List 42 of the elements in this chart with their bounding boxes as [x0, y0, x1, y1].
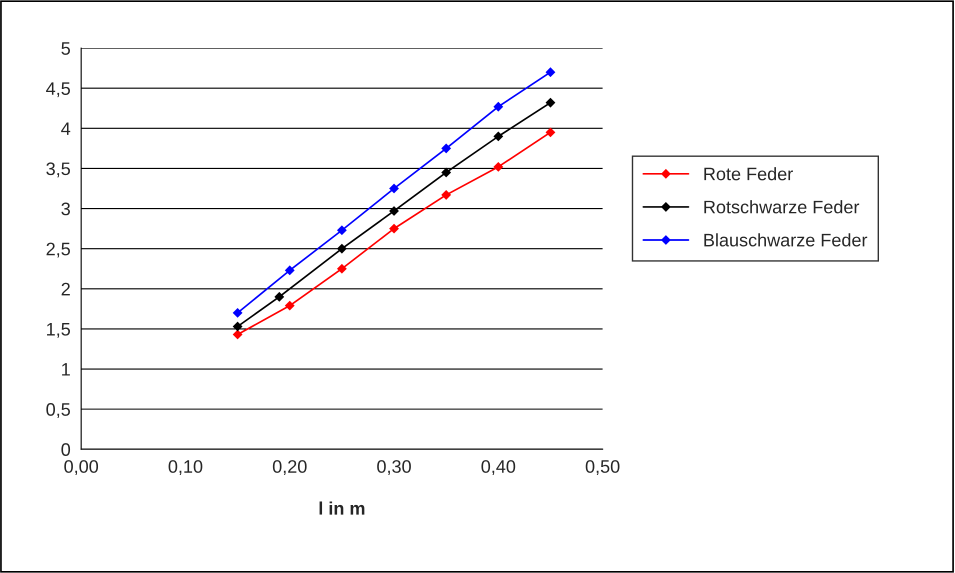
legend-label: Blauschwarze Feder — [704, 233, 868, 246]
point — [285, 301, 294, 310]
point — [337, 264, 347, 274]
point — [337, 226, 347, 235]
legend-label: Rotschwarze Feder — [704, 200, 860, 214]
point — [442, 168, 451, 178]
legend-label: Rote Feder — [704, 167, 793, 180]
point — [494, 162, 503, 172]
y-tick-label: 0 — [61, 443, 70, 456]
point — [389, 224, 399, 234]
y-tick-label: 1 — [62, 363, 70, 376]
y-tick-label: 4,5 — [46, 82, 70, 98]
point — [232, 308, 242, 318]
point — [337, 244, 347, 254]
x-tick-label: 0,40 — [481, 460, 516, 476]
y-tick-label: 3,5 — [46, 162, 70, 178]
point — [494, 132, 503, 141]
x-tick-label: 0,50 — [586, 460, 620, 476]
y-tick-label: 2,5 — [46, 242, 70, 258]
x-tick-label: 0,10 — [168, 460, 202, 476]
point — [494, 102, 503, 112]
point — [389, 184, 399, 194]
y-tick-label: 5 — [61, 42, 70, 55]
y-tick-label: 1,5 — [47, 323, 70, 338]
point — [389, 206, 399, 216]
x-tick-label: 0,00 — [64, 460, 98, 476]
point — [232, 322, 242, 332]
point — [442, 144, 451, 154]
point — [546, 68, 556, 77]
point — [232, 330, 242, 340]
x-axis-title: l in m — [320, 501, 364, 515]
point — [546, 128, 556, 137]
x-tick-label: 0,30 — [377, 460, 411, 476]
point — [285, 266, 294, 275]
x-tick-label: 0,20 — [272, 460, 307, 476]
point — [442, 190, 451, 200]
y-tick-label: 3 — [61, 202, 70, 216]
y-tick-label: 4 — [61, 122, 70, 135]
y-tick-label: 0,5 — [46, 403, 70, 418]
point — [274, 292, 284, 302]
y-tick-label: 2 — [62, 282, 70, 296]
point — [546, 98, 556, 108]
